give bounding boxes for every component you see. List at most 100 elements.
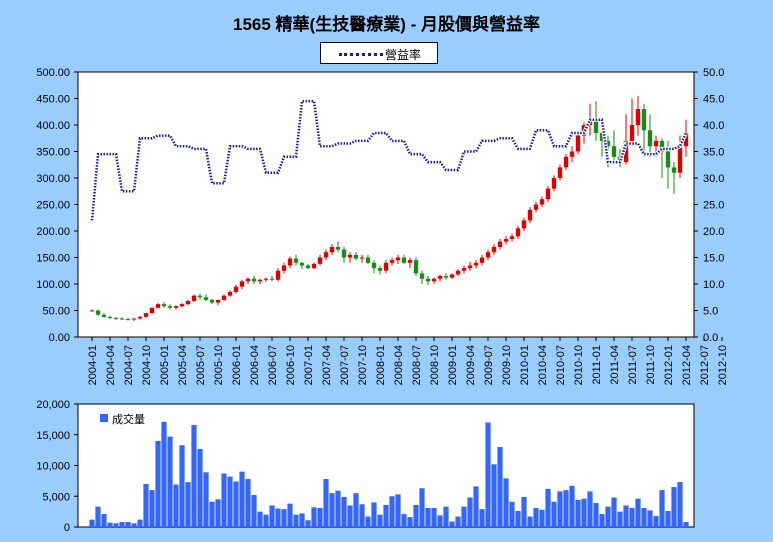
volume-bar	[263, 514, 269, 527]
volume-bar	[401, 514, 407, 527]
left-tick-label: 0.00	[49, 332, 70, 344]
volume-bar	[293, 514, 299, 527]
volume-bar	[485, 422, 491, 527]
candle-body	[263, 278, 269, 280]
volume-bar	[209, 501, 215, 527]
volume-tick-label: 20,000	[36, 399, 70, 411]
volume-bar	[329, 493, 335, 527]
volume-axis: 0 5,000 10,000 15,000 20,000	[36, 399, 78, 534]
x-tick-label: 2011-10	[645, 345, 657, 385]
candle-body	[179, 304, 185, 307]
candle-body	[401, 257, 407, 263]
volume-bar	[323, 479, 329, 527]
candle-body	[209, 299, 215, 303]
x-tick-label: 2006-01	[231, 345, 243, 385]
x-tick-label: 2009-07	[483, 345, 495, 385]
x-tick-label: 2005-01	[159, 345, 171, 385]
right-tick-label: 15.0	[703, 253, 724, 265]
candle-body	[227, 291, 233, 296]
volume-bar	[101, 514, 107, 527]
left-tick-label: 250.00	[36, 200, 70, 212]
volume-bar	[215, 499, 221, 527]
volume-bar	[593, 503, 599, 527]
volume-legend-label: 成交量	[112, 412, 145, 426]
volume-bar	[425, 507, 431, 527]
candle-body	[137, 316, 143, 319]
volume-bar	[125, 522, 131, 527]
candle-body	[173, 306, 179, 308]
volume-bar	[677, 482, 683, 527]
x-tick-label: 2010-01	[519, 345, 531, 385]
candle-body	[155, 304, 161, 308]
candle-body	[611, 146, 617, 157]
volume-bar	[449, 521, 455, 527]
volume-bar	[533, 507, 539, 527]
x-tick-label: 2009-01	[447, 345, 459, 385]
volume-tick-label: 15,000	[36, 430, 70, 442]
candle-body	[479, 257, 485, 263]
candle-body	[167, 306, 173, 308]
x-tick-label: 2006-07	[267, 345, 279, 385]
x-tick-label: 2007-04	[321, 345, 333, 385]
volume-bar	[635, 498, 641, 527]
volume-bar	[659, 490, 665, 527]
price-left-axis: 0.00 50.00 100.00 150.00 200.00 250.00 300.00 3…	[36, 67, 78, 344]
x-tick-label: 2005-04	[177, 345, 189, 385]
volume-bar	[299, 513, 305, 527]
ratio-line-path	[90, 99, 688, 221]
volume-bar	[587, 491, 593, 527]
volume-bar	[317, 507, 323, 527]
candle-body	[533, 204, 539, 210]
x-tick-label: 2005-07	[195, 345, 207, 385]
volume-bar	[647, 510, 653, 527]
volume-bar	[191, 424, 197, 527]
candle-body	[641, 109, 647, 131]
volume-bar	[539, 509, 545, 527]
volume-bar	[173, 484, 179, 527]
volume-bar	[359, 504, 365, 527]
x-tick-label: 2012-01	[663, 345, 675, 385]
volume-bar	[497, 447, 503, 527]
volume-bar	[353, 493, 359, 527]
volume-bar	[197, 448, 203, 527]
candle-body	[323, 252, 329, 258]
volume-bar	[521, 496, 527, 527]
legend-label-ratio: 營益率	[385, 48, 422, 62]
x-tick-label: 2008-10	[429, 345, 441, 385]
candle-body	[161, 304, 167, 307]
volume-bar	[377, 514, 383, 527]
candle-body	[647, 130, 653, 147]
candle-body	[305, 265, 311, 269]
candle-body	[299, 262, 305, 266]
candle-body	[143, 313, 149, 317]
volume-bar	[683, 522, 689, 527]
candle-body	[425, 278, 431, 282]
left-tick-label: 500.00	[36, 67, 70, 79]
candle-body	[329, 246, 335, 253]
right-tick-label: 45.0	[703, 94, 724, 106]
legend-line-swatch	[339, 53, 383, 56]
volume-bar	[437, 515, 443, 527]
volume-bar	[107, 522, 113, 527]
candle-body	[665, 151, 671, 168]
candle-body	[95, 310, 101, 315]
left-tick-label: 350.00	[36, 147, 70, 159]
candle-body	[515, 228, 521, 237]
volume-bar	[233, 481, 239, 527]
volume-bar	[95, 506, 101, 527]
candle-body	[311, 263, 317, 269]
x-tick-label: 2012-10	[717, 345, 729, 385]
volume-bar	[371, 502, 377, 527]
candle-body	[605, 140, 611, 147]
x-tick-label: 2010-07	[555, 345, 567, 385]
candle-body	[317, 257, 323, 264]
candle-body	[437, 276, 443, 279]
candle-body	[413, 260, 419, 274]
volume-bar	[413, 504, 419, 527]
candle-body	[443, 276, 449, 278]
x-tick-label: 2008-04	[393, 345, 405, 385]
volume-bar	[443, 506, 449, 527]
volume-bar	[113, 523, 119, 527]
volume-bar	[605, 506, 611, 527]
volume-bar	[305, 520, 311, 527]
